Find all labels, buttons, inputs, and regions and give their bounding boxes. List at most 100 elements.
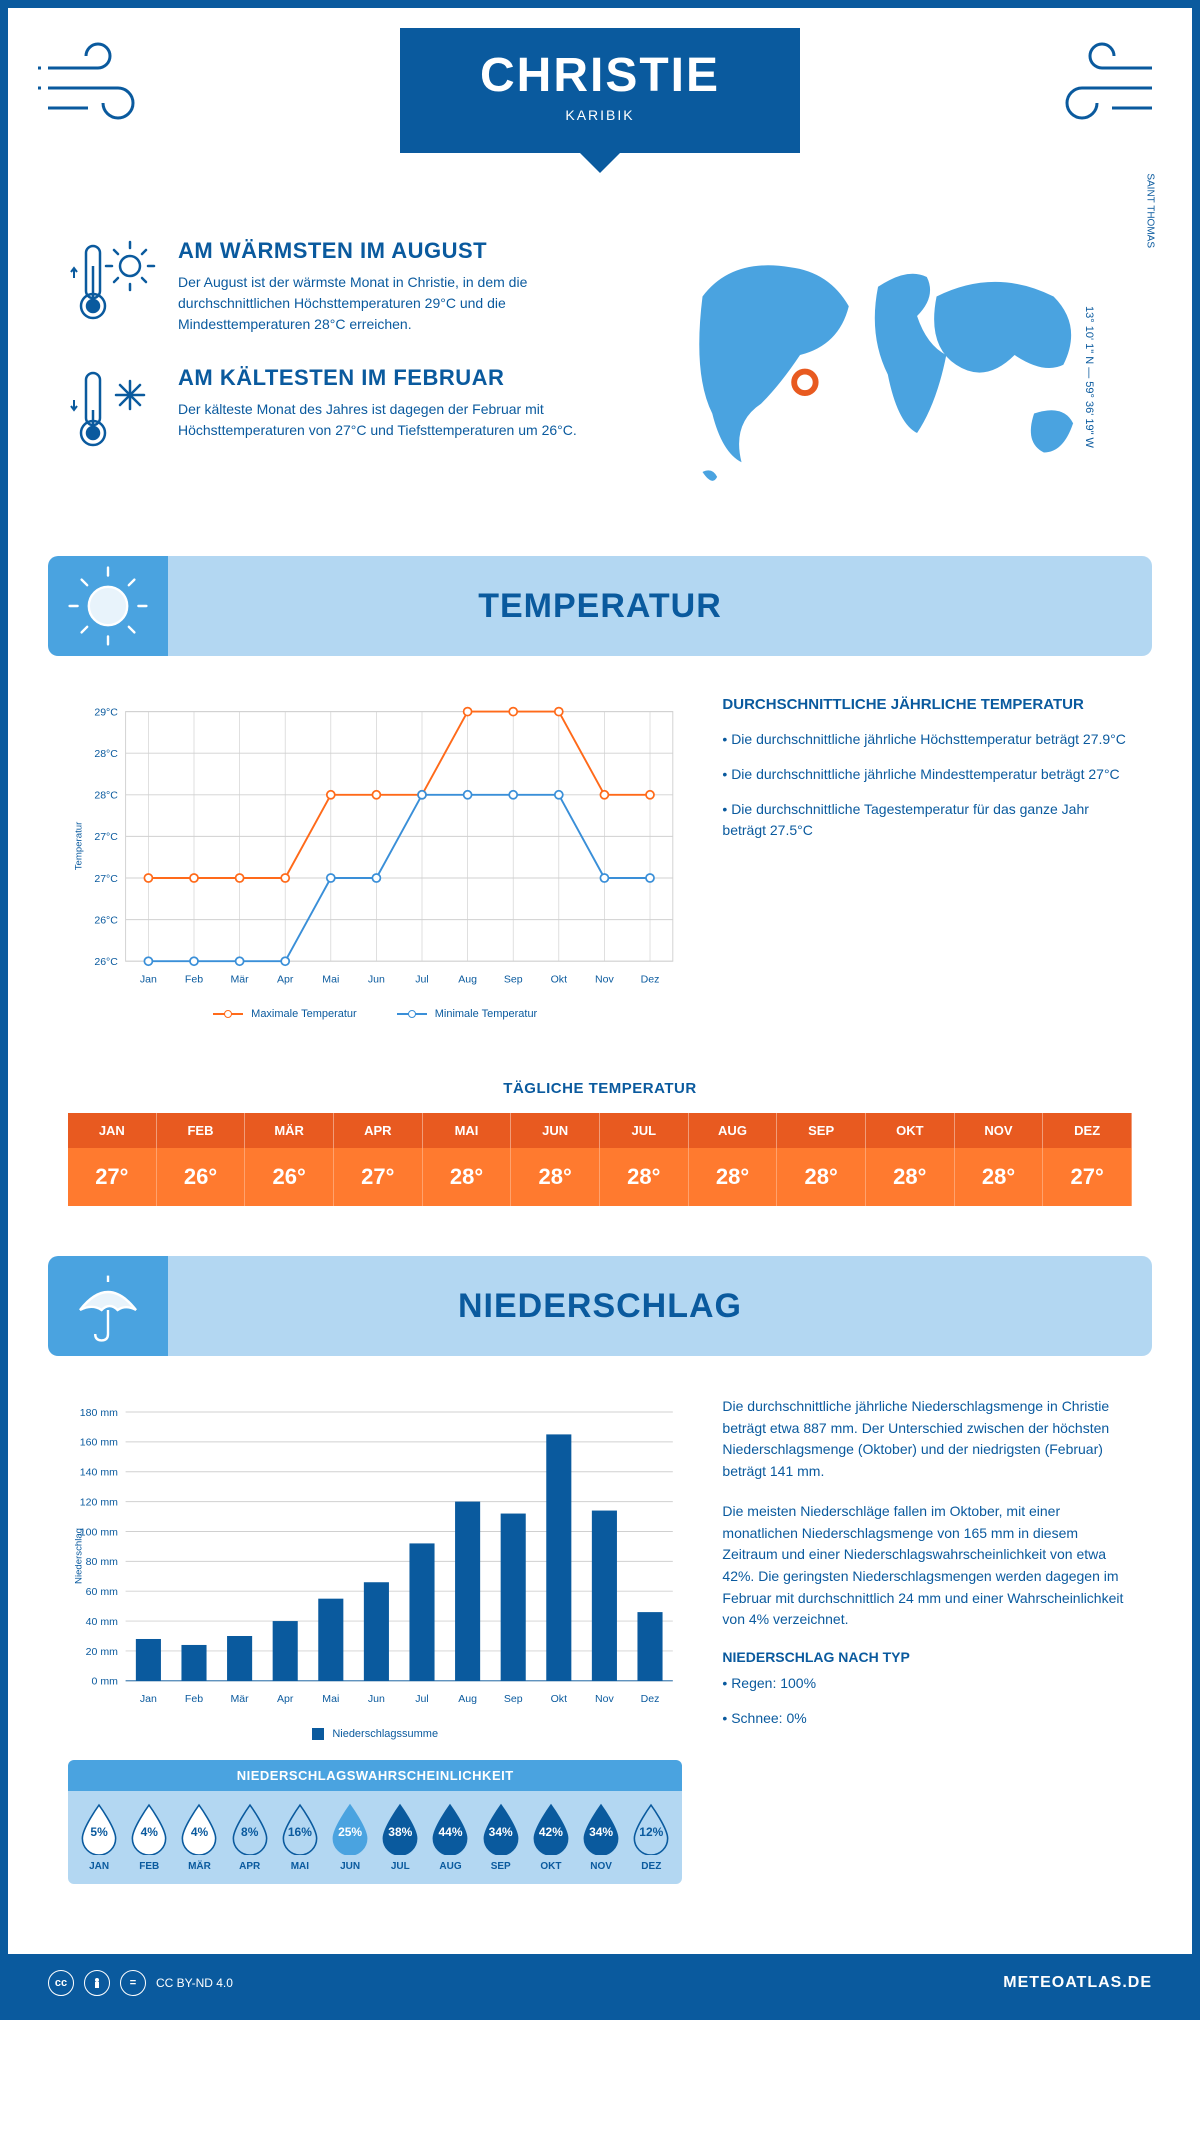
temp-table-cell: 28° <box>866 1148 955 1206</box>
header: CHRISTIE KARIBIK <box>8 8 1192 208</box>
fact-warmest: AM WÄRMSTEN IM AUGUST Der August ist der… <box>68 238 604 335</box>
svg-text:27°C: 27°C <box>94 831 118 843</box>
svg-text:Nov: Nov <box>595 973 614 985</box>
license-text: CC BY-ND 4.0 <box>156 1976 233 1990</box>
fact-coldest-text: Der kälteste Monat des Jahres ist dagege… <box>178 399 604 441</box>
temp-table-cell: 27° <box>334 1148 423 1206</box>
rain-type-rain: • Regen: 100% <box>722 1673 1132 1694</box>
wind-icon-right <box>1042 38 1162 138</box>
temp-table-header: SEP <box>777 1113 866 1148</box>
svg-text:100 mm: 100 mm <box>80 1526 118 1538</box>
umbrella-icon <box>48 1256 168 1356</box>
temp-table-header: MAI <box>423 1113 512 1148</box>
temp-table-cell: 28° <box>511 1148 600 1206</box>
fact-warmest-heading: AM WÄRMSTEN IM AUGUST <box>178 238 604 264</box>
legend-max: Maximale Temperatur <box>213 1008 357 1020</box>
temperature-chart-section: 26°C26°C27°C27°C28°C28°C29°CJanFebMärApr… <box>8 656 1192 1050</box>
title-banner: CHRISTIE KARIBIK <box>400 28 800 153</box>
svg-text:Aug: Aug <box>458 973 477 985</box>
svg-text:26°C: 26°C <box>94 915 118 927</box>
svg-text:Jun: Jun <box>368 1693 385 1705</box>
temp-table-header: DEZ <box>1043 1113 1132 1148</box>
svg-text:Niederschlag: Niederschlag <box>73 1528 84 1584</box>
temp-table-header: MÄR <box>245 1113 334 1148</box>
fact-coldest: AM KÄLTESTEN IM FEBRUAR Der kälteste Mon… <box>68 365 604 455</box>
fact-warmest-text: Der August ist der wärmste Monat in Chri… <box>178 272 604 335</box>
temp-table-header: JAN <box>68 1113 157 1148</box>
cc-icon: cc <box>48 1970 74 1996</box>
svg-text:28°C: 28°C <box>94 748 118 760</box>
svg-text:Jan: Jan <box>140 1693 157 1705</box>
thermometer-sun-icon <box>68 238 158 328</box>
rain-prob-drop: 8% APR <box>225 1803 275 1872</box>
svg-text:Okt: Okt <box>551 973 567 985</box>
thermometer-snow-icon <box>68 365 158 455</box>
temp-table-cell: 28° <box>600 1148 689 1206</box>
temp-table-cell: 27° <box>68 1148 157 1206</box>
rain-prob-drop: 4% MÄR <box>174 1803 224 1872</box>
rain-prob-drop: 44% AUG <box>425 1803 475 1872</box>
intro-section: AM WÄRMSTEN IM AUGUST Der August ist der… <box>8 208 1192 556</box>
temp-bullet-3: • Die durchschnittliche Tagestemperatur … <box>722 799 1132 841</box>
temperature-title: TEMPERATUR <box>168 587 1152 626</box>
rain-prob-section: NIEDERSCHLAGSWAHRSCHEINLICHKEIT 5% JAN 4… <box>68 1760 682 1884</box>
rain-prob-drop: 16% MAI <box>275 1803 325 1872</box>
temperature-summary: DURCHSCHNITTLICHE JÄHRLICHE TEMPERATUR •… <box>722 696 1132 1020</box>
temp-table-header: JUL <box>600 1113 689 1148</box>
svg-text:Sep: Sep <box>504 973 523 985</box>
world-map-area: SAINT THOMAS 13° 10' 1" N — 59° 36' 19" … <box>644 238 1132 516</box>
svg-text:180 mm: 180 mm <box>80 1407 118 1419</box>
world-map-icon <box>644 238 1132 511</box>
temp-bullet-2: • Die durchschnittliche jährliche Mindes… <box>722 764 1132 785</box>
nd-icon: = <box>120 1970 146 1996</box>
svg-text:Nov: Nov <box>595 1693 614 1705</box>
svg-text:Temperatur: Temperatur <box>73 821 84 870</box>
svg-text:140 mm: 140 mm <box>80 1467 118 1479</box>
svg-text:Jul: Jul <box>415 1693 428 1705</box>
temp-bullet-1: • Die durchschnittliche jährliche Höchst… <box>722 729 1132 750</box>
place-label: SAINT THOMAS <box>1145 173 1156 248</box>
rain-prob-drop: 34% SEP <box>476 1803 526 1872</box>
svg-text:Jun: Jun <box>368 973 385 985</box>
temp-table-cell: 28° <box>777 1148 866 1206</box>
svg-text:80 mm: 80 mm <box>86 1556 118 1568</box>
rain-title: NIEDERSCHLAG <box>168 1287 1152 1326</box>
temp-table-cell: 28° <box>423 1148 512 1206</box>
coordinates: 13° 10' 1" N — 59° 36' 19" W <box>1083 306 1095 448</box>
svg-text:Okt: Okt <box>551 1693 567 1705</box>
rain-prob-drop: 42% OKT <box>526 1803 576 1872</box>
page-subtitle: KARIBIK <box>480 107 720 123</box>
svg-text:28°C: 28°C <box>94 790 118 802</box>
temp-table-header: APR <box>334 1113 423 1148</box>
svg-text:Dez: Dez <box>641 973 660 985</box>
footer: cc = CC BY-ND 4.0 METEOATLAS.DE <box>8 1954 1192 2012</box>
rain-text-2: Die meisten Niederschläge fallen im Okto… <box>722 1501 1132 1631</box>
temp-table-header: FEB <box>157 1113 246 1148</box>
temperature-legend: Maximale Temperatur Minimale Temperatur <box>68 1008 682 1020</box>
svg-text:60 mm: 60 mm <box>86 1586 118 1598</box>
temperature-banner: TEMPERATUR <box>48 556 1152 656</box>
temp-summary-heading: DURCHSCHNITTLICHE JÄHRLICHE TEMPERATUR <box>722 696 1132 713</box>
sun-icon <box>48 556 168 656</box>
license-block: cc = CC BY-ND 4.0 <box>48 1970 233 1996</box>
page-container: CHRISTIE KARIBIK <box>0 0 1200 2020</box>
daily-temp-title: TÄGLICHE TEMPERATUR <box>8 1080 1192 1097</box>
rain-chart-section: 0 mm20 mm40 mm60 mm80 mm100 mm120 mm140 … <box>8 1356 1192 1914</box>
svg-text:Sep: Sep <box>504 1693 523 1705</box>
svg-text:Mai: Mai <box>322 973 339 985</box>
svg-text:160 mm: 160 mm <box>80 1437 118 1449</box>
intro-facts: AM WÄRMSTEN IM AUGUST Der August ist der… <box>68 238 604 516</box>
legend-min-label: Minimale Temperatur <box>435 1008 538 1020</box>
svg-text:Apr: Apr <box>277 1693 294 1705</box>
svg-text:20 mm: 20 mm <box>86 1646 118 1658</box>
rain-summary: Die durchschnittliche jährliche Niedersc… <box>722 1396 1132 1884</box>
svg-text:Feb: Feb <box>185 973 203 985</box>
temp-table-cell: 26° <box>245 1148 334 1206</box>
rain-text-1: Die durchschnittliche jährliche Niedersc… <box>722 1396 1132 1483</box>
svg-text:Dez: Dez <box>641 1693 660 1705</box>
temp-table-cell: 26° <box>157 1148 246 1206</box>
legend-max-label: Maximale Temperatur <box>251 1008 357 1020</box>
wind-icon-left <box>38 38 158 138</box>
svg-text:0 mm: 0 mm <box>92 1676 119 1688</box>
svg-text:Mär: Mär <box>231 973 250 985</box>
